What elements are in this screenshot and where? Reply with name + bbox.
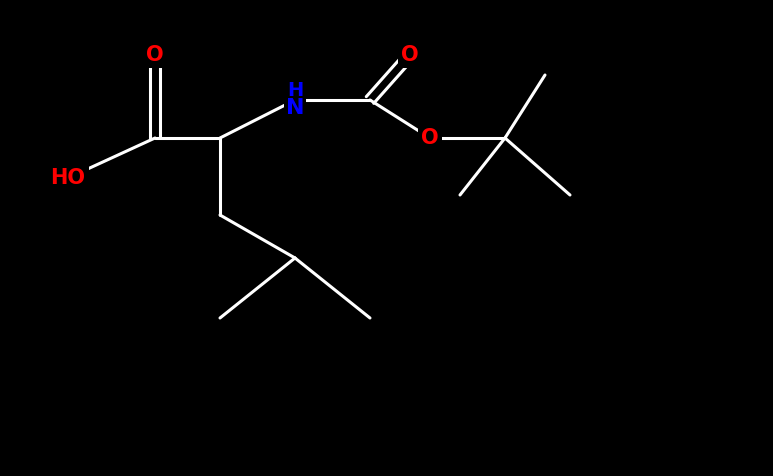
Text: H: H <box>287 80 303 99</box>
Text: O: O <box>146 45 164 65</box>
Text: O: O <box>421 128 439 148</box>
Text: N: N <box>286 98 305 118</box>
Text: HO: HO <box>50 168 86 188</box>
Text: O: O <box>401 45 419 65</box>
